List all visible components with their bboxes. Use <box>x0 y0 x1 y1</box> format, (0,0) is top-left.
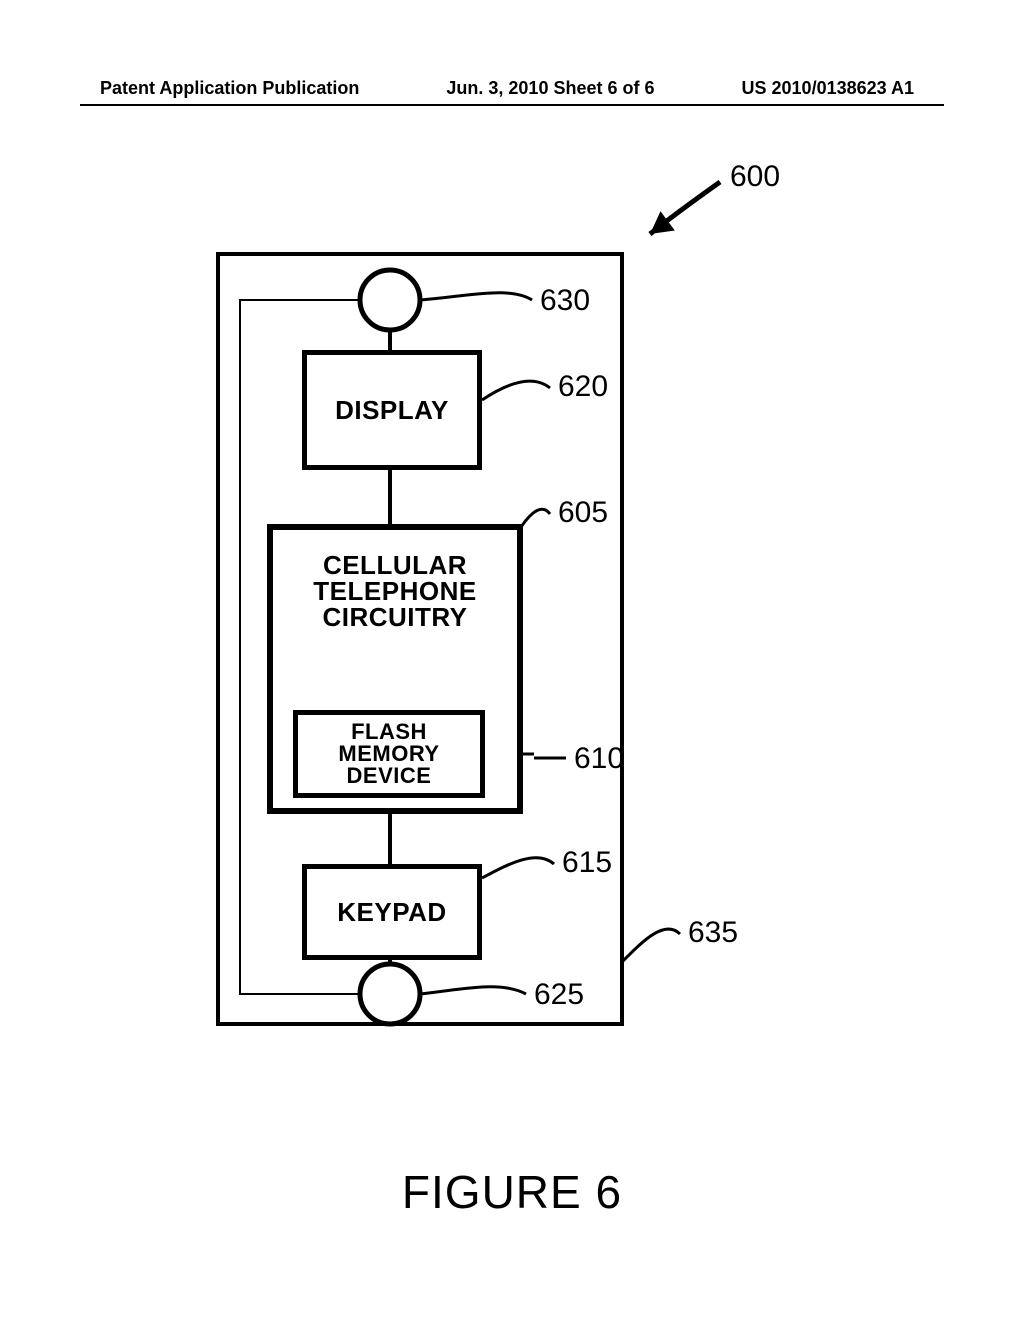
circuitry-label: CELLULARTELEPHONECIRCUITRY <box>313 530 476 630</box>
display-box: DISPLAY <box>302 350 482 470</box>
ref-620: 620 <box>558 370 608 404</box>
ref-635: 635 <box>688 916 738 950</box>
ref-615: 615 <box>562 846 612 880</box>
keypad-box: KEYPAD <box>302 864 482 960</box>
ref-600: 600 <box>730 160 780 194</box>
ref-630: 630 <box>540 284 590 318</box>
flash-label: FLASHMEMORYDEVICE <box>338 721 439 787</box>
keypad-label: KEYPAD <box>337 899 446 925</box>
flash-box: FLASHMEMORYDEVICE <box>293 710 485 798</box>
ref-610: 610 <box>574 742 624 776</box>
ref-625: 625 <box>534 978 584 1012</box>
figure-caption: FIGURE 6 <box>0 1165 1024 1219</box>
page: Patent Application Publication Jun. 3, 2… <box>0 0 1024 1320</box>
display-label: DISPLAY <box>335 397 449 423</box>
ref-605: 605 <box>558 496 608 530</box>
